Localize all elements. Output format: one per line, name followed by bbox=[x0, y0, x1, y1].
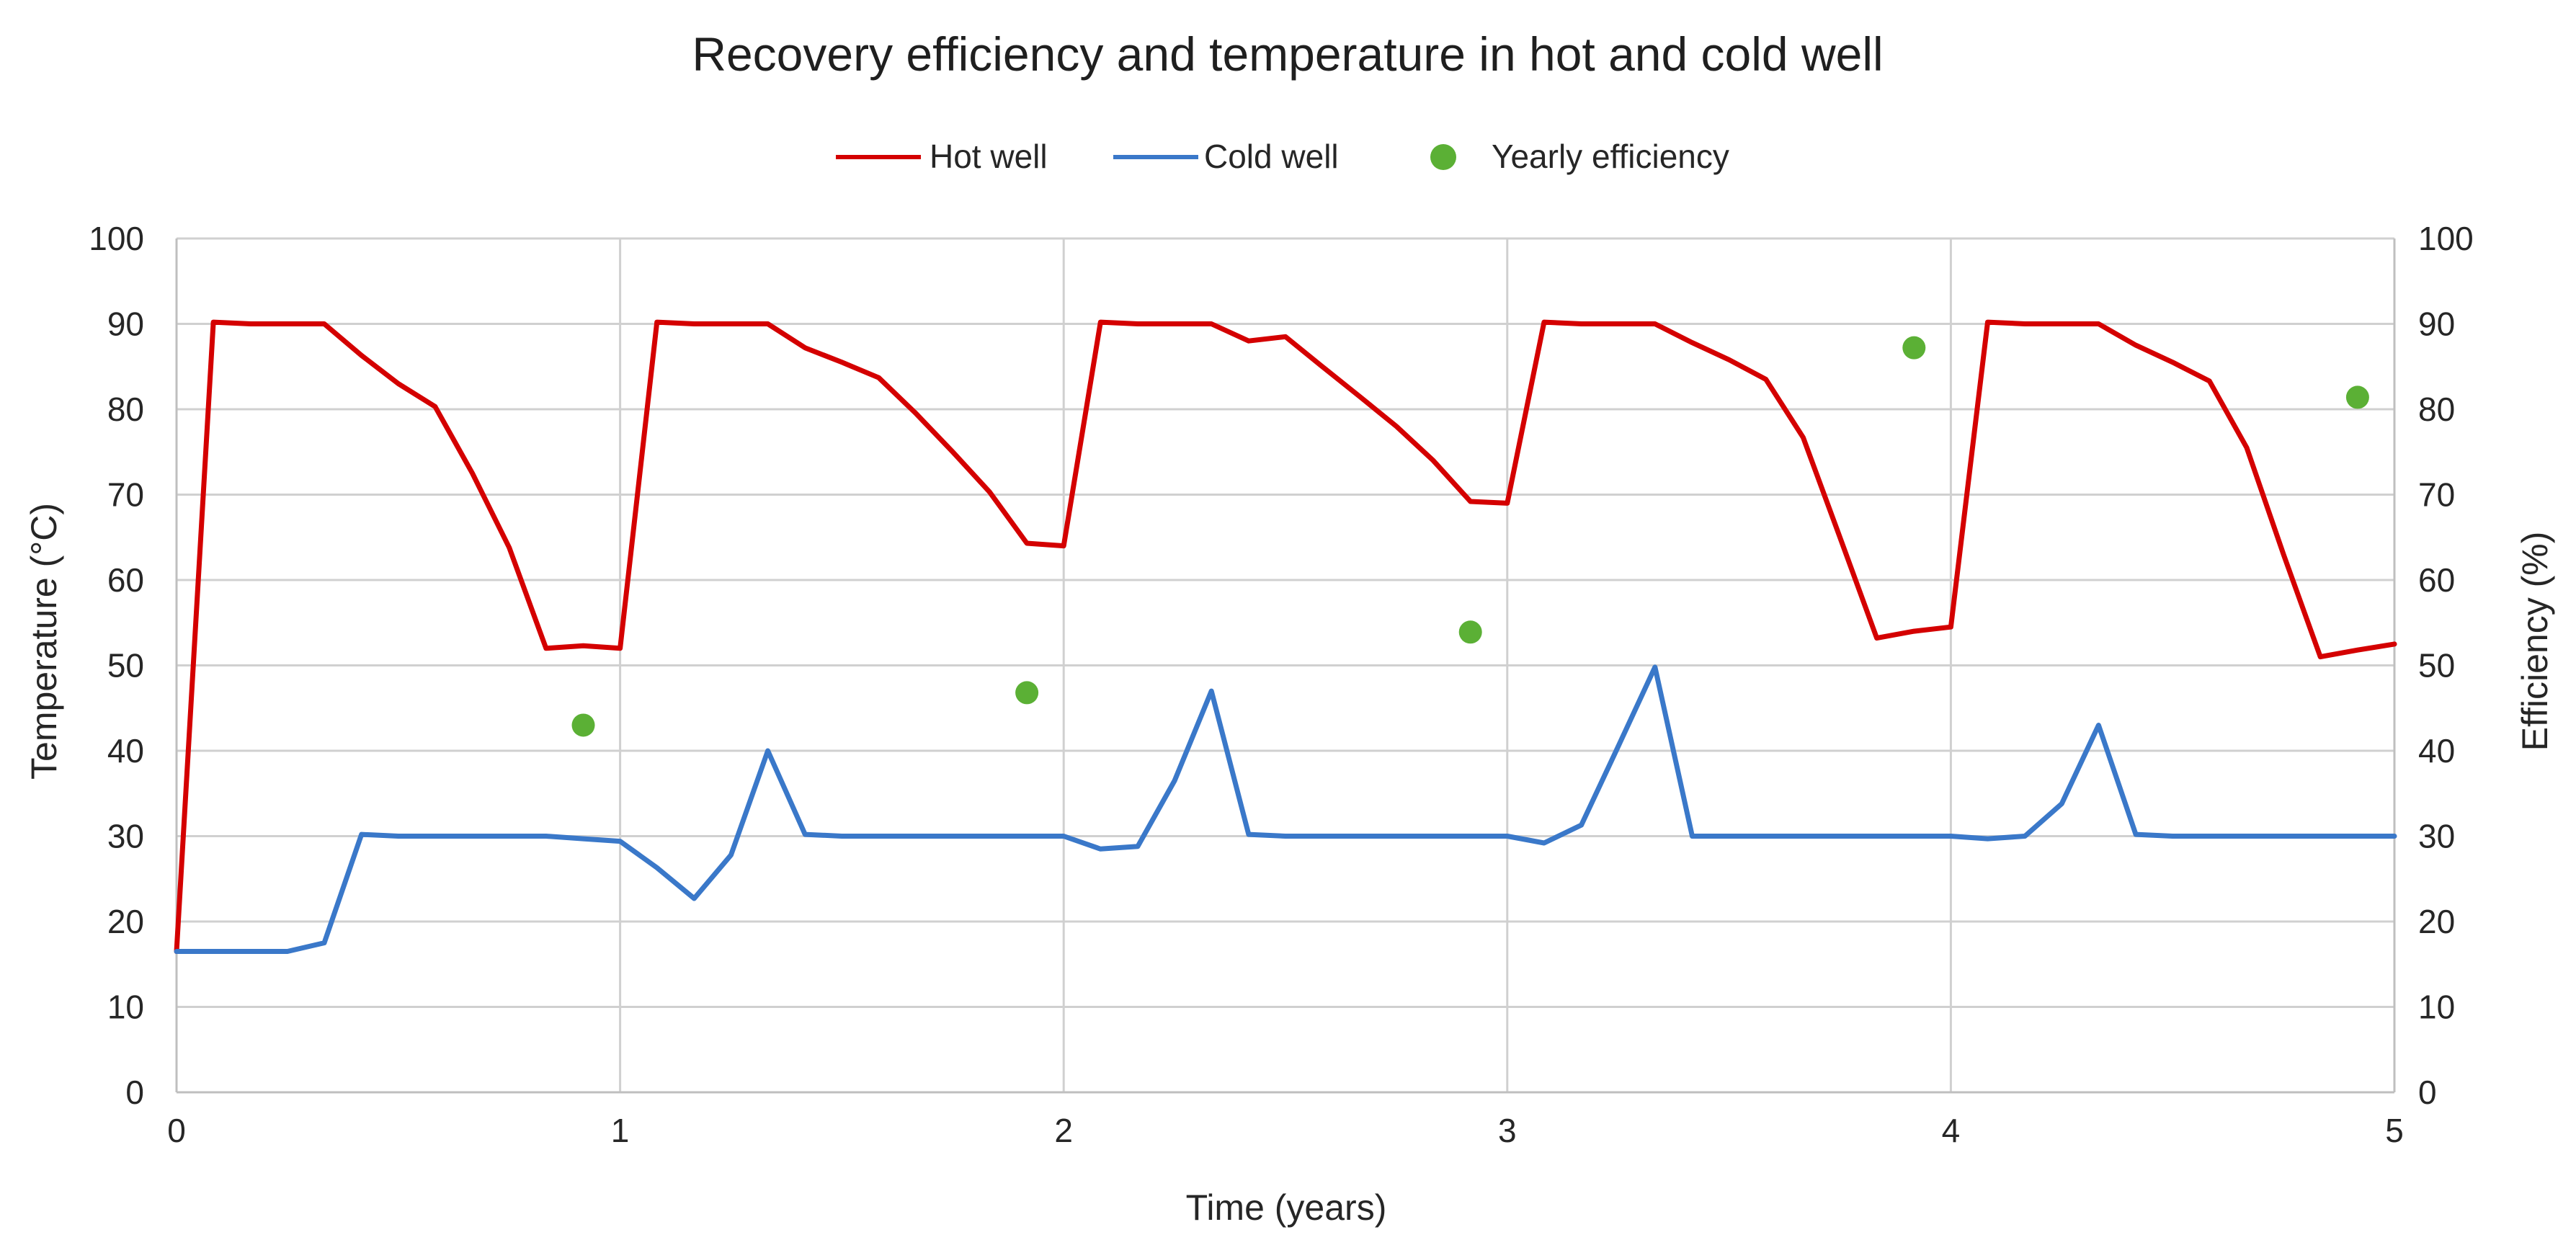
legend-hot-well-label: Hot well bbox=[930, 138, 1048, 175]
legend-yearly-efficiency-marker bbox=[1430, 144, 1456, 170]
y2-tick-label: 40 bbox=[2418, 732, 2455, 769]
x-tick-label: 3 bbox=[1498, 1112, 1517, 1149]
y-tick-label: 70 bbox=[107, 476, 144, 514]
y-axis-label: Temperature (°C) bbox=[24, 503, 64, 780]
x-tick-label: 4 bbox=[1942, 1112, 1961, 1149]
yearly-efficiency-point bbox=[571, 713, 595, 737]
y2-tick-label: 80 bbox=[2418, 391, 2455, 428]
yearly-efficiency-point bbox=[2345, 385, 2369, 409]
y-tick-label: 20 bbox=[107, 903, 144, 940]
y2-tick-label: 0 bbox=[2418, 1074, 2437, 1111]
y2-axis-label: Efficiency (%) bbox=[2515, 532, 2555, 751]
y-tick-label: 40 bbox=[107, 732, 144, 769]
y-tick-label: 90 bbox=[107, 305, 144, 343]
grid bbox=[177, 237, 2394, 1092]
y2-tick-label: 60 bbox=[2418, 561, 2455, 599]
legend: Hot well Cold well Yearly efficiency bbox=[836, 138, 1729, 175]
y-tick-label: 80 bbox=[107, 391, 144, 428]
x-tick-label: 2 bbox=[1054, 1112, 1073, 1149]
y-tick-label: 100 bbox=[89, 220, 144, 257]
yearly-efficiency-point bbox=[1458, 620, 1482, 644]
x-tick-label: 0 bbox=[167, 1112, 186, 1149]
y2-tick-label: 70 bbox=[2418, 476, 2455, 514]
yearly-efficiency-point bbox=[1902, 336, 1926, 360]
chart-title: Recovery efficiency and temperature in h… bbox=[692, 27, 1883, 81]
y-tick-label: 30 bbox=[107, 818, 144, 855]
y2-tick-label: 100 bbox=[2418, 220, 2474, 257]
y-tick-label: 50 bbox=[107, 647, 144, 684]
x-tick-label: 1 bbox=[611, 1112, 630, 1149]
y2-tick-label: 20 bbox=[2418, 903, 2455, 940]
x-tick-label: 5 bbox=[2385, 1112, 2404, 1149]
y2-tick-label: 90 bbox=[2418, 305, 2455, 343]
y2-tick-label: 10 bbox=[2418, 989, 2455, 1026]
y2-tick-label: 50 bbox=[2418, 647, 2455, 684]
series bbox=[174, 319, 2397, 954]
yearly-efficiency-point bbox=[1015, 681, 1039, 705]
y-tick-label: 0 bbox=[125, 1074, 144, 1111]
legend-yearly-efficiency-label: Yearly efficiency bbox=[1492, 138, 1729, 175]
hot-well-line bbox=[174, 319, 2397, 954]
x-axis-label: Time (years) bbox=[1186, 1187, 1387, 1228]
cold-well-line bbox=[174, 664, 2397, 954]
y2-tick-label: 30 bbox=[2418, 818, 2455, 855]
legend-cold-well-label: Cold well bbox=[1204, 138, 1339, 175]
y-tick-label: 10 bbox=[107, 989, 144, 1026]
y-tick-label: 60 bbox=[107, 561, 144, 599]
